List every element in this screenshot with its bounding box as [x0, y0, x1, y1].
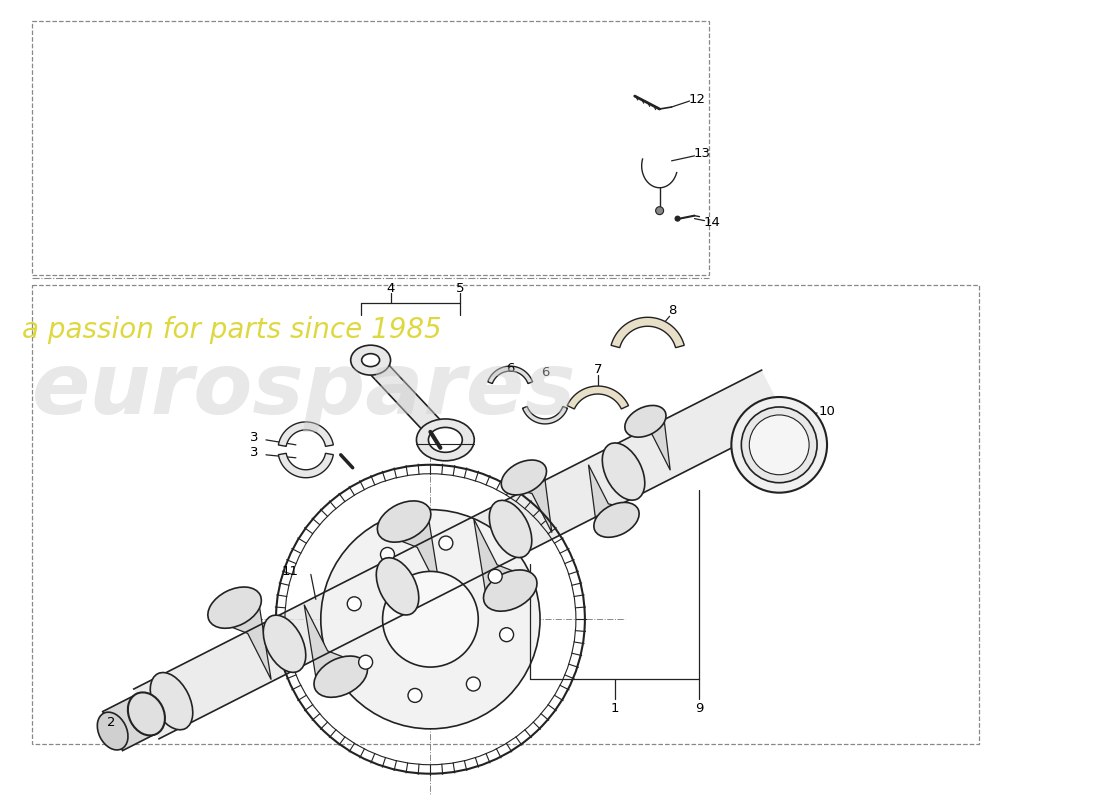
Text: 8: 8	[669, 304, 676, 317]
Text: 1: 1	[610, 702, 619, 715]
Text: 6: 6	[541, 366, 549, 378]
Polygon shape	[278, 454, 333, 478]
Ellipse shape	[625, 406, 666, 437]
Text: 13: 13	[694, 147, 711, 160]
Text: 11: 11	[282, 565, 299, 578]
Ellipse shape	[208, 587, 262, 628]
Circle shape	[439, 536, 453, 550]
Circle shape	[381, 547, 395, 562]
Ellipse shape	[603, 443, 645, 500]
Polygon shape	[102, 694, 156, 750]
Polygon shape	[588, 465, 636, 530]
Ellipse shape	[97, 712, 128, 750]
Polygon shape	[522, 406, 568, 424]
Text: 7: 7	[594, 362, 602, 376]
Circle shape	[359, 655, 373, 669]
Text: eurospares: eurospares	[32, 349, 576, 431]
Polygon shape	[612, 318, 684, 348]
Polygon shape	[211, 596, 271, 680]
Ellipse shape	[362, 354, 380, 366]
Text: 5: 5	[456, 282, 464, 295]
Circle shape	[408, 689, 422, 702]
Circle shape	[321, 510, 540, 729]
Ellipse shape	[351, 345, 390, 375]
Text: 9: 9	[695, 702, 704, 715]
Text: 12: 12	[689, 93, 706, 106]
Circle shape	[383, 571, 478, 667]
Circle shape	[488, 570, 503, 583]
Ellipse shape	[377, 501, 431, 542]
Polygon shape	[628, 412, 670, 470]
Polygon shape	[474, 518, 534, 602]
Circle shape	[675, 216, 680, 221]
Circle shape	[348, 597, 361, 610]
Circle shape	[741, 407, 817, 482]
Ellipse shape	[417, 419, 474, 461]
Text: 2: 2	[108, 716, 115, 730]
Polygon shape	[568, 386, 628, 409]
Ellipse shape	[594, 502, 639, 538]
Ellipse shape	[376, 558, 419, 615]
Circle shape	[466, 677, 481, 691]
Polygon shape	[504, 467, 552, 533]
Polygon shape	[134, 370, 786, 738]
Circle shape	[499, 628, 514, 642]
Text: a passion for parts since 1985: a passion for parts since 1985	[22, 316, 441, 344]
Text: 3: 3	[250, 431, 258, 444]
Circle shape	[656, 206, 663, 214]
Ellipse shape	[128, 692, 165, 735]
Text: 4: 4	[386, 282, 395, 295]
Ellipse shape	[502, 460, 547, 495]
Bar	[32, 22, 710, 275]
Ellipse shape	[151, 673, 192, 730]
Ellipse shape	[428, 427, 462, 452]
Polygon shape	[363, 354, 452, 446]
Ellipse shape	[263, 615, 306, 672]
Circle shape	[749, 415, 810, 474]
Text: 3: 3	[250, 446, 258, 459]
Text: 10: 10	[818, 406, 836, 418]
Ellipse shape	[490, 500, 531, 558]
Circle shape	[732, 397, 827, 493]
Text: 6: 6	[506, 362, 515, 374]
Polygon shape	[305, 605, 364, 689]
Ellipse shape	[314, 656, 367, 698]
Polygon shape	[381, 510, 441, 594]
Polygon shape	[278, 422, 333, 446]
Polygon shape	[487, 366, 532, 383]
Ellipse shape	[484, 570, 537, 611]
Bar	[32, 286, 979, 744]
Text: 14: 14	[704, 216, 720, 229]
